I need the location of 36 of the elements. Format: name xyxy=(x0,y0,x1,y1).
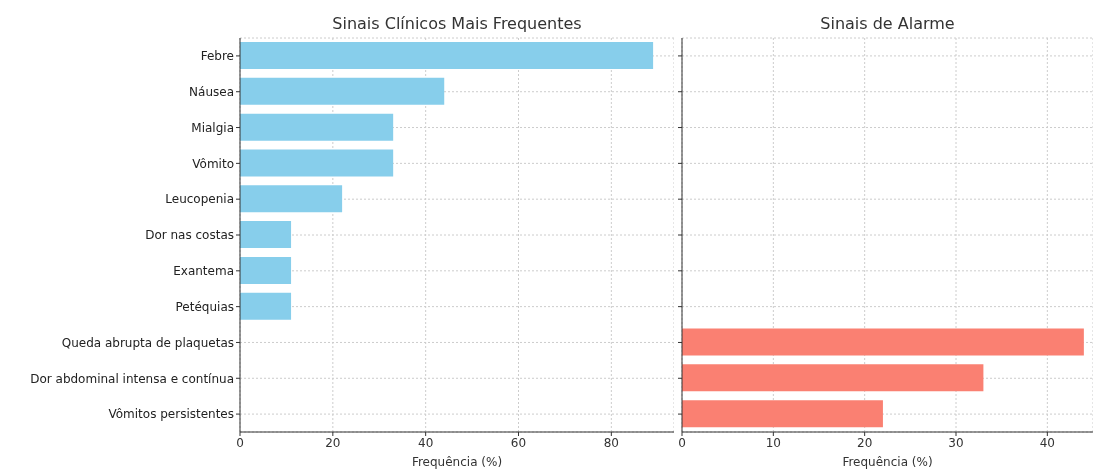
bar xyxy=(240,77,445,105)
x-tick-label: 0 xyxy=(678,435,686,450)
bar xyxy=(240,113,394,141)
chart-title: Sinais Clínicos Mais Frequentes xyxy=(331,14,583,33)
y-tick-label: Exantema xyxy=(173,264,234,279)
y-tick-label: Vômitos persistentes xyxy=(108,407,234,422)
x-tick-label: 40 xyxy=(1039,435,1055,450)
y-tick-label: Dor nas costas xyxy=(145,228,234,243)
x-tick-label: 20 xyxy=(857,435,873,450)
x-axis-title: Frequência (%) xyxy=(842,455,933,469)
y-tick-label: Leucopenia xyxy=(165,192,234,207)
bar xyxy=(240,256,292,284)
x-tick-label: 0 xyxy=(236,435,244,450)
x-tick-label: 40 xyxy=(418,435,434,450)
x-tick-label: 30 xyxy=(948,435,964,450)
x-tick-label: 10 xyxy=(765,435,781,450)
bar xyxy=(240,42,654,69)
y-tick-label: Mialgia xyxy=(191,120,234,135)
x-tick-label: 60 xyxy=(510,435,527,450)
bar xyxy=(682,328,1084,356)
bar xyxy=(682,400,883,428)
y-tick-label: Vômito xyxy=(192,156,234,171)
bar xyxy=(240,292,292,320)
bar xyxy=(682,364,984,392)
bar xyxy=(240,149,394,177)
y-tick-label: Dor abdominal intensa e contínua xyxy=(30,371,234,386)
x-axis-title: Frequência (%) xyxy=(411,455,503,469)
y-tick-label: Petéquias xyxy=(175,299,234,314)
y-tick-label: Queda abrupta de plaquetas xyxy=(61,335,234,350)
bar xyxy=(240,185,343,213)
y-tick-label: Febre xyxy=(200,49,234,64)
chart-title: Sinais de Alarme xyxy=(819,14,956,33)
y-tick-label: Náusea xyxy=(189,84,234,99)
x-tick-label: 80 xyxy=(603,435,619,450)
x-tick-label: 20 xyxy=(325,435,341,450)
bar xyxy=(240,221,292,249)
